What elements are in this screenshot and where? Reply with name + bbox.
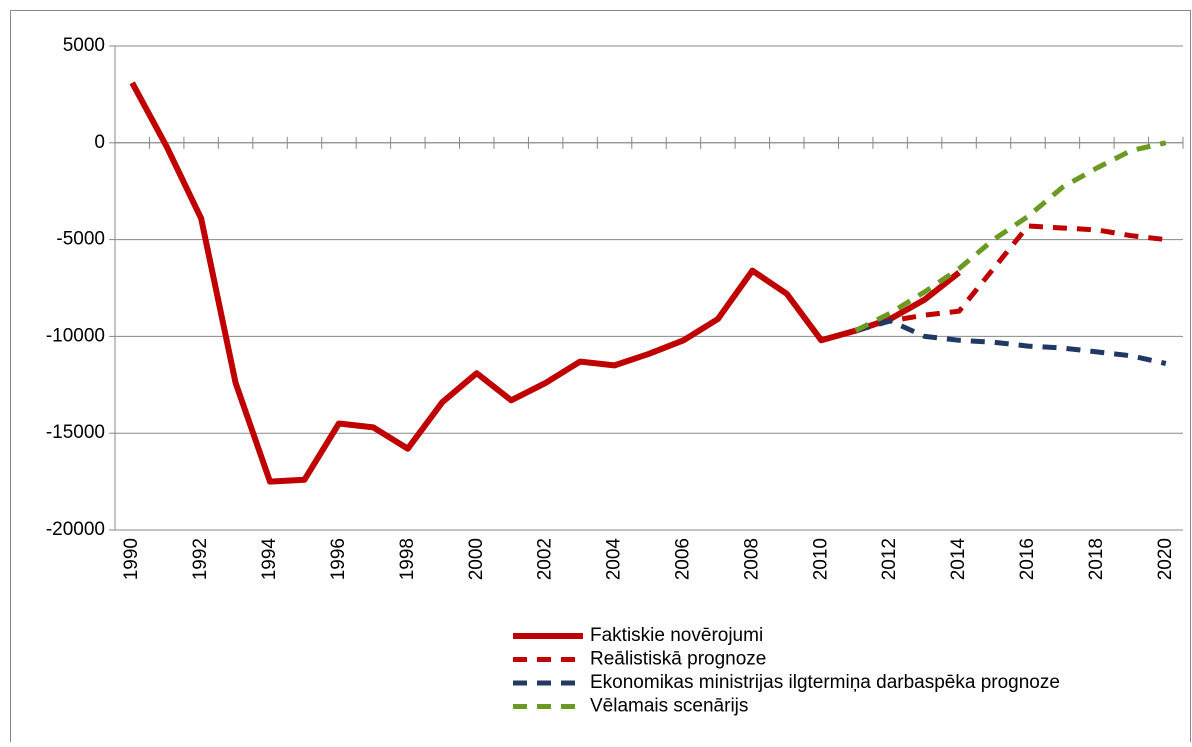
x-tick-label: 2004 bbox=[604, 538, 625, 581]
series-line bbox=[855, 223, 1167, 334]
chart-border bbox=[10, 10, 1191, 747]
legend-label: Vēlamais scenārijs bbox=[590, 696, 748, 717]
series-line bbox=[854, 140, 1167, 333]
legend-label: Ekonomikas ministrijas ilgtermiņa darbas… bbox=[590, 672, 1060, 693]
series-line bbox=[129, 81, 961, 485]
x-tick-label: 2006 bbox=[672, 538, 693, 580]
x-tick-label: 2008 bbox=[741, 538, 762, 580]
x-tick-label: 1996 bbox=[328, 538, 349, 580]
x-tick-label: 2000 bbox=[466, 538, 487, 580]
x-tick-label: 2012 bbox=[879, 538, 900, 580]
y-tick-label: -5000 bbox=[56, 229, 105, 250]
legend-label: Faktiskie novērojumi bbox=[590, 625, 763, 646]
x-tick-label: 1992 bbox=[190, 538, 211, 580]
legend-label: Reālistiskā prognoze bbox=[590, 649, 766, 670]
x-tick-label: 2010 bbox=[810, 538, 831, 580]
x-tick-label: 2002 bbox=[535, 538, 556, 580]
y-tick-label: -10000 bbox=[46, 325, 105, 346]
x-tick-label: 2018 bbox=[1086, 538, 1107, 580]
y-tick-label: -15000 bbox=[46, 422, 105, 443]
series-line bbox=[855, 318, 1167, 366]
x-tick-label: 1994 bbox=[259, 538, 280, 581]
x-tick-label: 2016 bbox=[1017, 538, 1038, 580]
x-tick-label: 2020 bbox=[1155, 538, 1176, 580]
x-tick-label: 1990 bbox=[121, 538, 142, 580]
y-tick-label: -20000 bbox=[46, 519, 105, 540]
x-tick-label: 1998 bbox=[397, 538, 418, 580]
x-tick-label: 2014 bbox=[948, 538, 969, 581]
y-tick-label: 5000 bbox=[63, 35, 105, 56]
y-tick-label: 0 bbox=[94, 132, 105, 153]
